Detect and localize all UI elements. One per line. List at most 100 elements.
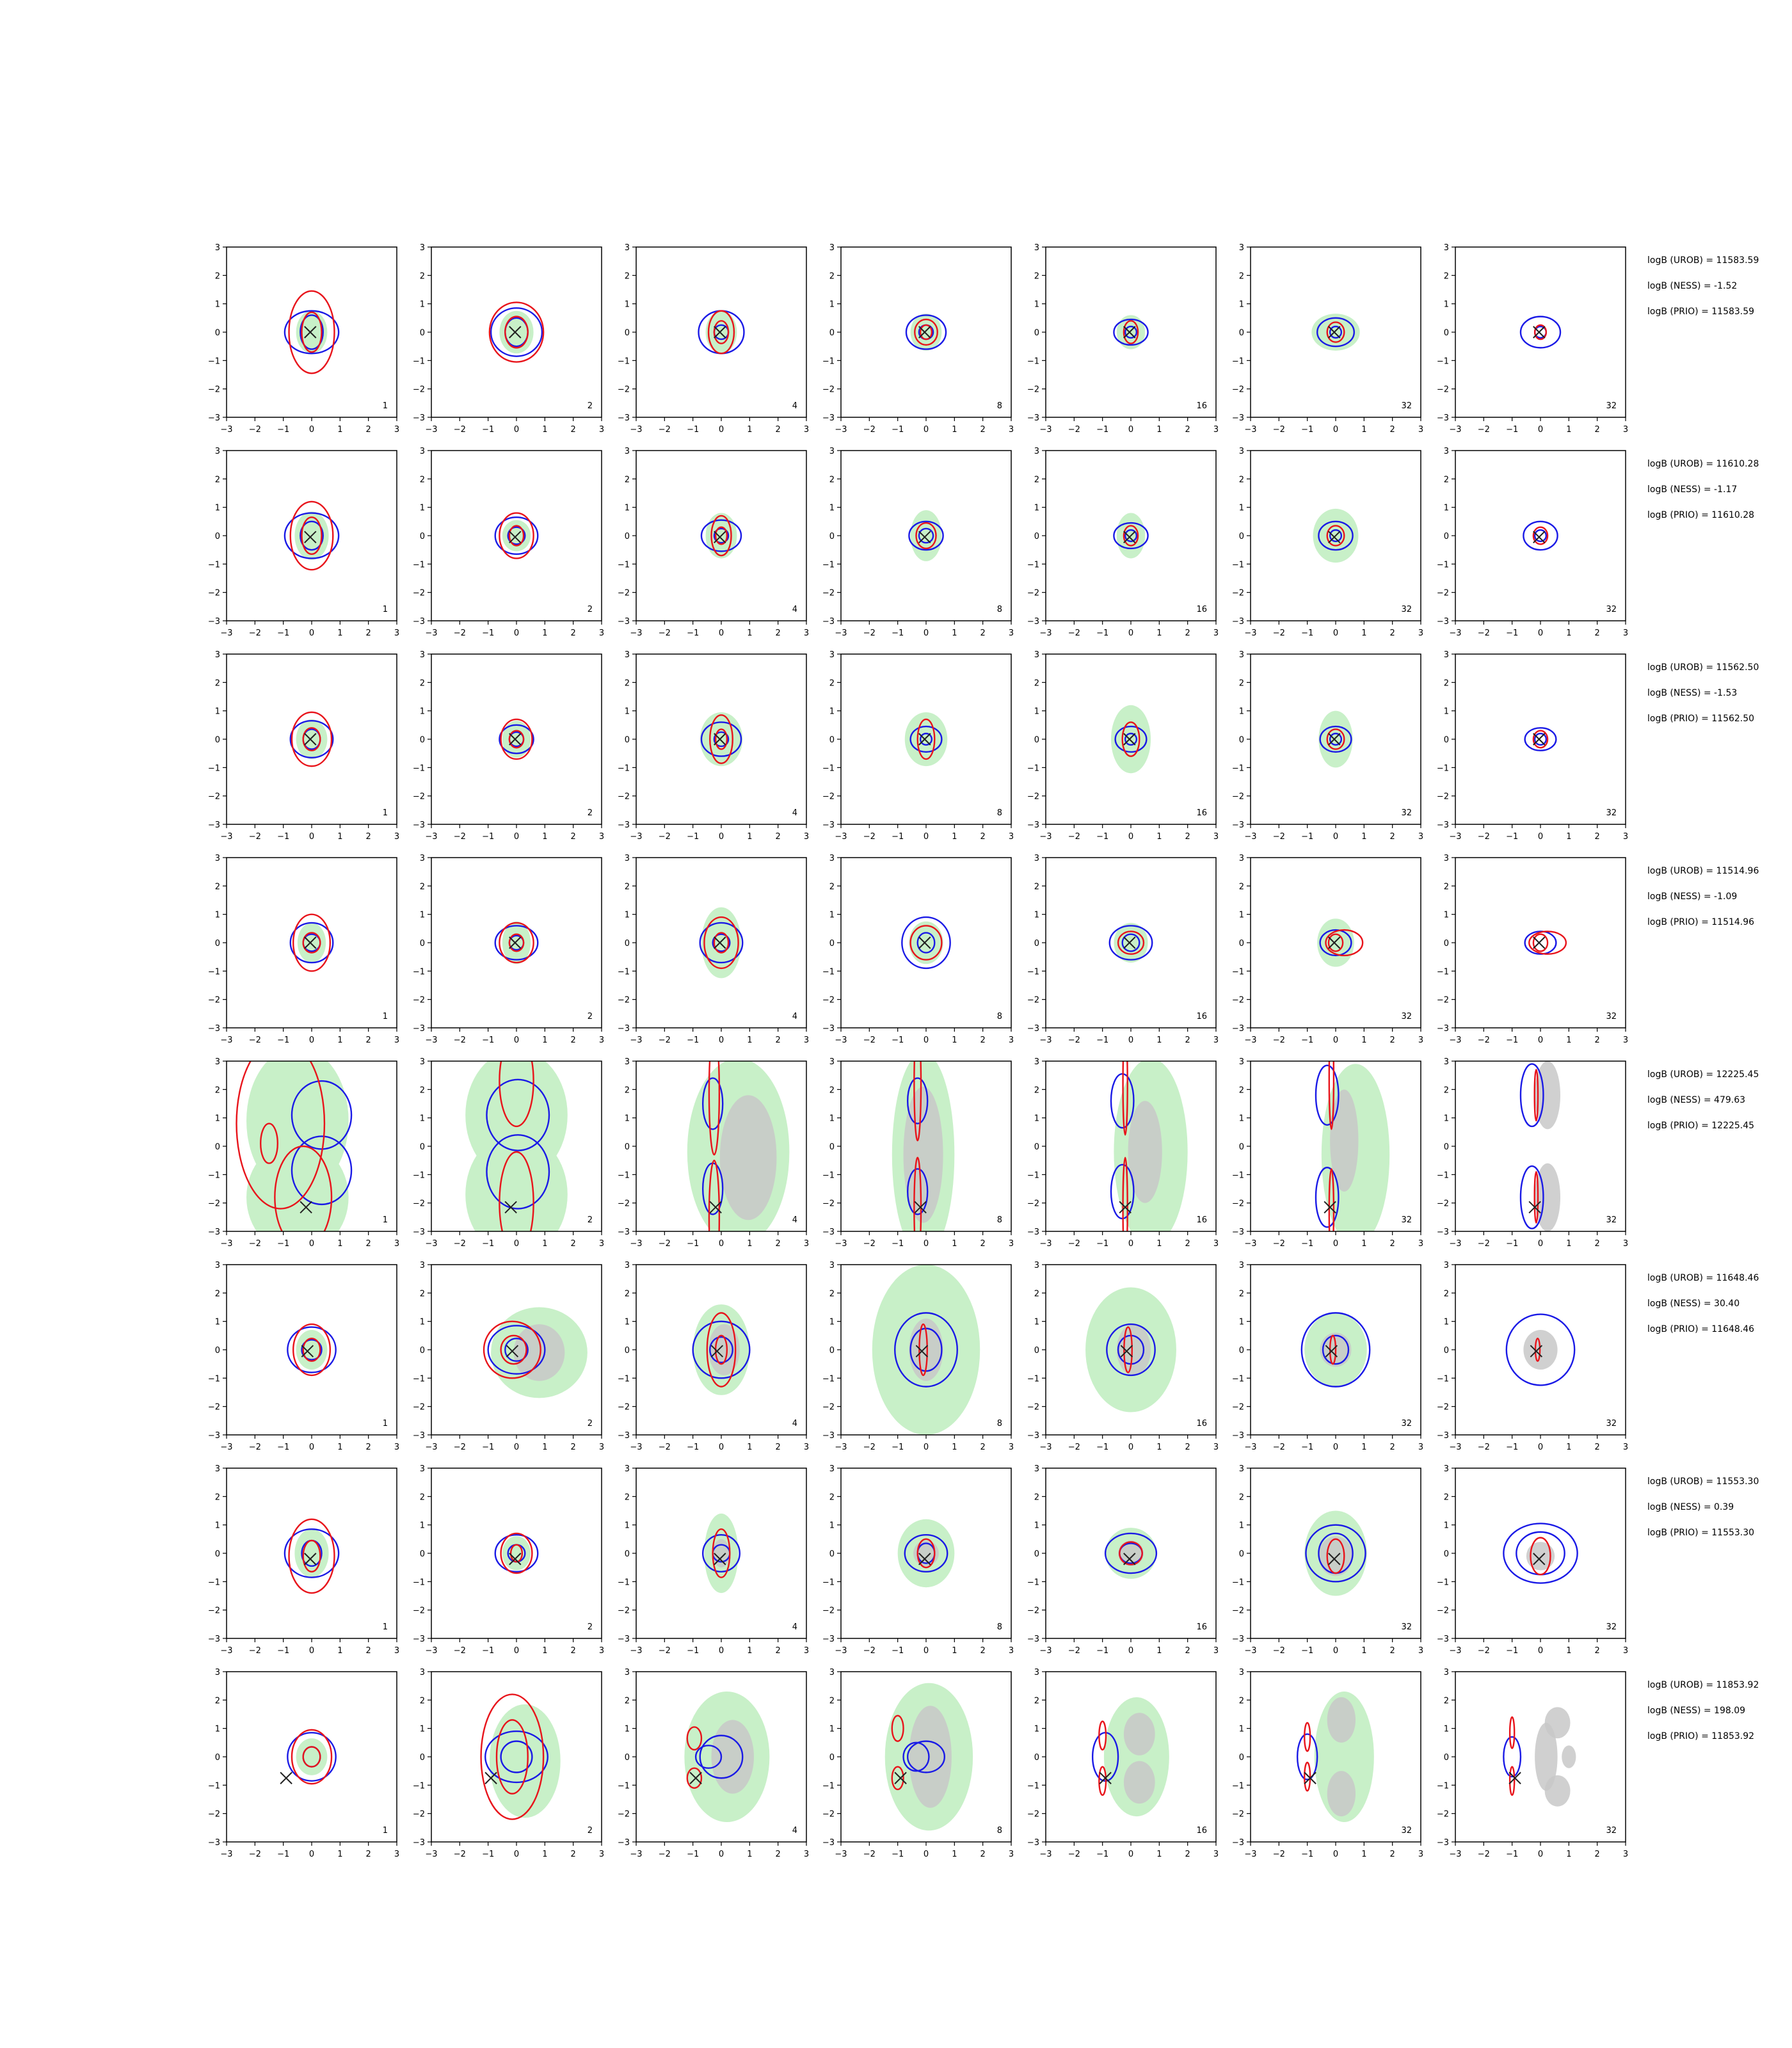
x-tick-label: −3	[1039, 1646, 1052, 1656]
x-tick-label: 3	[1623, 1036, 1628, 1045]
y-tick-label: 1	[1034, 1114, 1039, 1124]
x-tick-label: 1	[1156, 1850, 1162, 1859]
red-contour	[500, 1532, 533, 1574]
panel-r7-c3: −3 −2 −1 0 1 2 3 −3 −2 −1 0 1 2 3 4	[618, 1464, 809, 1656]
red-contour	[714, 728, 728, 750]
y-tick-label: 2	[625, 1085, 630, 1095]
x-tick-label: −2	[454, 425, 466, 435]
x-tick-label: 3	[599, 1036, 604, 1045]
x-tick-label: 0	[514, 832, 519, 842]
y-tick-label: −1	[413, 1781, 425, 1791]
panel-corner-label: 4	[792, 1826, 797, 1836]
x-tick-label: 3	[394, 1646, 399, 1656]
y-tick-label: −2	[413, 792, 425, 802]
red-contour	[488, 301, 545, 363]
y-tick-label: −3	[618, 1024, 630, 1034]
y-tick-label: 3	[625, 1464, 630, 1474]
x-tick-label: −2	[454, 1443, 466, 1452]
x-tick-label: 1	[1361, 1646, 1366, 1656]
x-tick-label: 0	[719, 1850, 724, 1859]
true-value-marker	[304, 531, 317, 543]
blue-contour	[1318, 520, 1354, 551]
x-tick-label: −2	[454, 1646, 466, 1656]
true-value-marker	[1533, 1553, 1546, 1565]
y-tick-label: 3	[420, 650, 425, 660]
row-stats-1: logB (UROB) = 11583.59 logB (NESS) = -1.5…	[1647, 255, 1759, 317]
blue-contour	[919, 732, 933, 746]
blue-contour	[701, 1533, 741, 1573]
blue-contour	[1533, 529, 1548, 543]
red-contour	[500, 1334, 527, 1365]
blue-contour	[1121, 933, 1140, 952]
y-tick-label: 3	[829, 854, 835, 863]
x-tick-label: 0	[924, 1646, 929, 1656]
blue-contour	[906, 1077, 929, 1124]
y-tick-label: −1	[822, 560, 835, 570]
panel-corner-label: 32	[1606, 1622, 1617, 1632]
y-tick-label: 3	[625, 243, 630, 253]
blue-contour	[284, 512, 340, 559]
panel-plot-area	[480, 1693, 561, 1820]
blue-contour	[713, 527, 730, 544]
panel-corner-label: 16	[1196, 1419, 1207, 1428]
panel-plot-area	[280, 1729, 337, 1785]
x-tick-label: 2	[776, 1036, 781, 1045]
y-tick-label: −2	[208, 792, 220, 802]
x-tick-label: −2	[1478, 628, 1490, 638]
x-tick-label: −3	[1244, 1239, 1256, 1249]
x-tick-label: 1	[337, 832, 342, 842]
true-value-marker	[709, 1201, 722, 1214]
panel-plot-area	[1519, 316, 1562, 349]
blue-contour	[1305, 1524, 1366, 1583]
panel-corner-label: 32	[1401, 1419, 1412, 1428]
x-tick-label: −3	[1039, 1443, 1052, 1452]
y-tick-label: −3	[208, 820, 220, 830]
blue-contour	[902, 1741, 930, 1772]
y-tick-label: −2	[1437, 385, 1449, 395]
x-tick-label: 1	[337, 1239, 342, 1249]
x-tick-label: −1	[892, 832, 904, 842]
x-tick-label: −2	[454, 628, 466, 638]
blue-contour	[1523, 520, 1558, 551]
panel-corner-label: 32	[1606, 1012, 1617, 1021]
panel-corner-label: 32	[1401, 401, 1412, 411]
x-tick-label: −1	[1506, 832, 1518, 842]
true-value-marker	[1120, 1345, 1133, 1357]
y-tick-label: −3	[208, 617, 220, 627]
y-tick-label: 3	[625, 854, 630, 863]
y-tick-label: −2	[618, 385, 630, 395]
red-contour	[916, 1538, 936, 1569]
y-tick-label: 2	[215, 1696, 220, 1706]
y-tick-label: 0	[1239, 1549, 1244, 1559]
blue-contour	[1114, 725, 1148, 753]
y-tick-label: 3	[1444, 1668, 1449, 1677]
panel-corner-label: 16	[1196, 1622, 1207, 1632]
red-contour	[302, 727, 321, 751]
y-tick-label: 3	[420, 1464, 425, 1474]
x-tick-label: 3	[1213, 1646, 1219, 1656]
y-tick-label: 0	[1239, 939, 1244, 948]
x-tick-label: 3	[1418, 1850, 1423, 1859]
true-value-marker	[509, 326, 522, 339]
x-tick-label: 1	[747, 1036, 752, 1045]
x-tick-label: −1	[892, 425, 904, 435]
true-value-marker	[918, 531, 931, 543]
y-tick-label: 2	[420, 882, 425, 892]
y-tick-label: −2	[618, 589, 630, 598]
green-density-region	[296, 1738, 328, 1775]
x-tick-label: −2	[454, 832, 466, 842]
panel-corner-label: 32	[1401, 1622, 1412, 1632]
x-tick-label: 3	[394, 1036, 399, 1045]
x-tick-label: 3	[804, 1239, 809, 1249]
y-tick-label: −2	[208, 1403, 220, 1412]
y-tick-label: 0	[420, 1346, 425, 1356]
x-tick-label: 1	[952, 832, 957, 842]
y-tick-label: 1	[1444, 1725, 1449, 1734]
green-density-region	[1318, 710, 1353, 768]
x-tick-label: 1	[1156, 1239, 1162, 1249]
x-tick-label: 1	[747, 425, 752, 435]
x-tick-label: −3	[1244, 1036, 1256, 1045]
y-tick-label: 2	[215, 678, 220, 688]
red-contour	[1533, 1069, 1539, 1122]
y-tick-label: −1	[618, 1578, 630, 1587]
